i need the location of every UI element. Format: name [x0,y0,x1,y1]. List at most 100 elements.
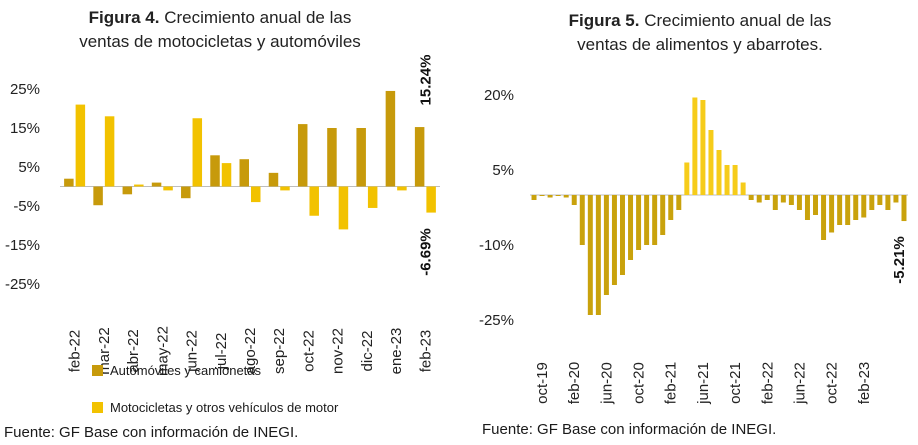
y-tick-label: 5% [492,162,514,179]
figure-4-chart: 25% 15% 5% -5% -15% -25% feb-22 mar-22 abr-22 may… [5,55,440,376]
bar-alimentos [660,195,666,235]
bar-motocicletas [75,104,86,187]
x-tick-label: oct-21 [727,362,744,404]
bar-alimentos [531,195,537,200]
figure-4-source: Fuente: GF Base con información de INEGI… [4,424,299,441]
annotation-alimentos-last: -5.21% [891,236,908,284]
bar-automoviles [297,124,308,187]
bar-automoviles [64,178,74,187]
legend-label-motocicletas: Motocicletas y otros vehículos de motor [110,400,339,415]
bar-alimentos [772,195,778,210]
bar-motocicletas [251,186,261,203]
x-tick-label: feb-22 [67,330,84,373]
bar-alimentos [893,195,899,203]
x-tick-label: dic-22 [359,331,376,372]
bar-alimentos [539,195,545,196]
bar-alimentos [619,195,625,275]
y-tick-label: 5% [18,159,40,176]
figure-5-title: Figura 5. Crecimiento anual de las venta… [505,9,895,57]
x-tick-label: may-22 [154,326,171,376]
bar-motocicletas [367,186,378,208]
x-tick-label: oct-19 [534,362,551,404]
bar-alimentos [724,165,730,195]
bar-alimentos [837,195,843,225]
x-tick-label: oct-22 [824,362,841,404]
bar-alimentos [861,195,867,218]
x-tick-label: jun-22 [791,362,808,405]
annotation-motocicletas-last: -6.69% [417,228,434,276]
bar-alimentos [829,195,835,233]
x-tick-label: mar-22 [96,327,113,375]
figure-5-source: Fuente: GF Base con información de INEGI… [482,421,777,438]
figure-4-title-line2: ventas de motocicletas y automóviles [79,32,361,51]
bar-alimentos [700,100,706,195]
bar-automoviles [268,172,279,187]
bar-alimentos [587,195,593,315]
bar-alimentos [740,182,746,195]
x-tick-label: jul-22 [213,333,230,371]
bar-alimentos [796,195,802,210]
figure-4-title: Figura 4. Crecimiento anual de las venta… [30,6,410,54]
annotation-automoviles-last: 15.24% [417,55,434,105]
bar-automoviles [239,159,249,187]
bar-alimentos [563,195,569,198]
legend-swatch-automoviles [92,365,103,376]
figure-5-title-line2: ventas de alimentos y abarrotes. [577,35,823,54]
y-tick-label: -10% [479,237,514,254]
x-tick-label: ago-22 [242,328,259,375]
bar-motocicletas [134,184,144,187]
bar-alimentos [732,165,738,195]
figure-5-chart: 20% 5% -10% -25% oct-19 feb-20 jun-20 oct-20 feb… [479,87,908,405]
bar-alimentos [845,195,851,225]
bar-automoviles [181,186,191,199]
bar-alimentos [885,195,891,210]
x-tick-label: jun-20 [598,362,615,405]
x-tick-label: feb-20 [566,362,583,405]
x-tick-label: sep-22 [271,328,288,374]
bar-alimentos [547,195,553,198]
x-tick-label: feb-23 [856,362,873,405]
bar-alimentos [853,195,859,220]
bar-automoviles [385,90,396,187]
y-tick-label: 25% [10,81,40,98]
bar-alimentos [644,195,650,245]
legend-item-automoviles: Automóviles y camionetas [92,363,261,378]
bar-motocicletas [163,186,173,191]
bar-motocicletas [221,163,232,187]
x-tick-label: feb-21 [663,362,680,405]
y-tick-label: -5% [13,198,40,215]
bar-alimentos [628,195,634,260]
figure-5-title-line1: Crecimiento anual de las [644,11,832,30]
bar-alimentos [555,195,561,196]
bar-motocicletas [280,186,290,191]
bar-alimentos [595,195,601,315]
bar-alimentos [813,195,819,215]
y-tick-label: 15% [10,120,40,137]
bar-automoviles [327,128,337,187]
bar-automoviles [93,186,103,206]
bar-automoviles [210,155,220,187]
bar-alimentos [756,195,762,203]
x-tick-label: abr-22 [125,329,142,372]
bar-alimentos [684,162,690,195]
bar-alimentos [611,195,617,285]
bar-alimentos [708,130,714,195]
bar-motocicletas [104,116,115,187]
bar-automoviles [122,186,133,195]
figure-5-label: Figura 5. [568,11,640,30]
y-tick-label: 20% [484,87,514,104]
bar-alimentos [668,195,674,220]
y-tick-label: -25% [479,312,514,329]
bar-alimentos [869,195,875,210]
bar-automoviles [414,127,425,187]
bar-motocicletas [338,186,349,230]
bar-alimentos [764,195,770,200]
bar-alimentos [748,195,754,200]
figure-4-title-line1: Crecimiento anual de las [164,8,352,27]
legend-label-automoviles: Automóviles y camionetas [110,363,262,378]
bar-alimentos [579,195,585,245]
figure-4-panel: Figura 4. Crecimiento anual de las venta… [4,6,440,441]
x-tick-label: feb-23 [417,330,434,373]
bar-alimentos [780,195,786,203]
bar-motocicletas [309,186,319,216]
